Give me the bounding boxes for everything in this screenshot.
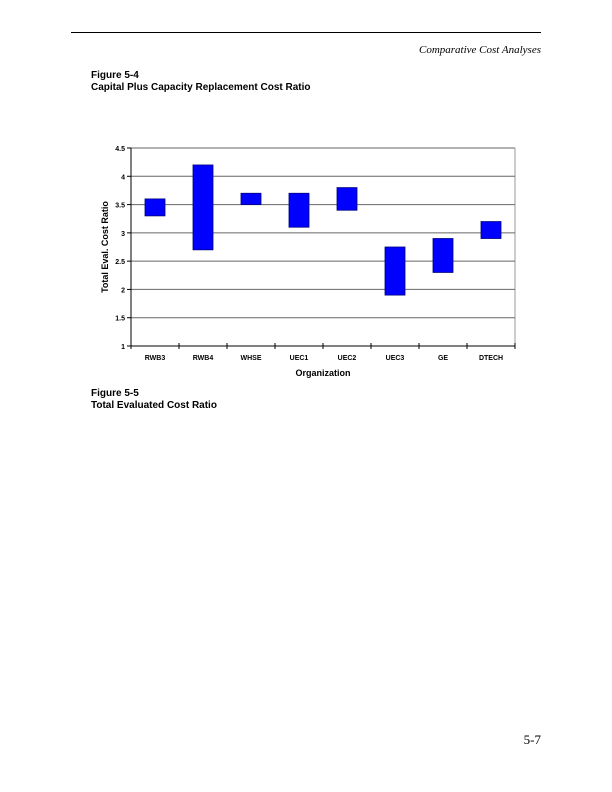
header-rule: [71, 32, 541, 33]
running-head: Comparative Cost Analyses: [418, 44, 541, 56]
y-tick-label: 3: [121, 231, 125, 238]
y-tick-label: 1.5: [115, 316, 125, 323]
x-tick-label: RWB4: [193, 355, 214, 362]
page-number: 5-7: [523, 732, 541, 747]
y-axis-title: Total Eval. Cost Ratio: [100, 201, 110, 293]
figure-5-4-caption: Figure 5-4 Capital Plus Capacity Replace…: [91, 70, 311, 94]
figure-5-4-number: Figure 5-4: [91, 70, 139, 81]
range-bar-uec2: [336, 187, 358, 211]
figure-5-4-title: Capital Plus Capacity Replacement Cost R…: [91, 82, 311, 93]
range-bar-uec1: [288, 192, 310, 228]
figure-5-5-number: Figure 5-5: [91, 388, 139, 399]
x-tick-label: UEC3: [386, 355, 405, 362]
y-tick-label: 4: [121, 174, 125, 181]
x-tick-label: DTECH: [479, 355, 503, 362]
y-tick-label: 2: [121, 287, 125, 294]
x-tick-label: WHSE: [241, 355, 262, 362]
y-tick-label: 4.5: [115, 146, 125, 153]
range-bar-whse: [240, 192, 262, 205]
range-bar-uec3: [384, 246, 406, 296]
range-bar-ge: [432, 238, 454, 273]
x-axis-title: Organization: [295, 368, 350, 378]
y-tick-label: 2.5: [115, 259, 125, 266]
x-tick-label: RWB3: [145, 355, 166, 362]
range-bar-rwb4: [192, 164, 214, 251]
figure-5-5-caption: Figure 5-5 Total Evaluated Cost Ratio: [91, 388, 217, 412]
x-tick-label: GE: [438, 355, 448, 362]
range-bar-dtech: [480, 221, 502, 239]
range-bar-rwb3: [144, 198, 166, 217]
x-tick-label: UEC2: [338, 355, 357, 362]
figure-5-5-title: Total Evaluated Cost Ratio: [91, 400, 217, 411]
x-tick-label: UEC1: [290, 355, 309, 362]
y-tick-label: 3.5: [115, 203, 125, 210]
y-tick-label: 1: [121, 344, 125, 351]
